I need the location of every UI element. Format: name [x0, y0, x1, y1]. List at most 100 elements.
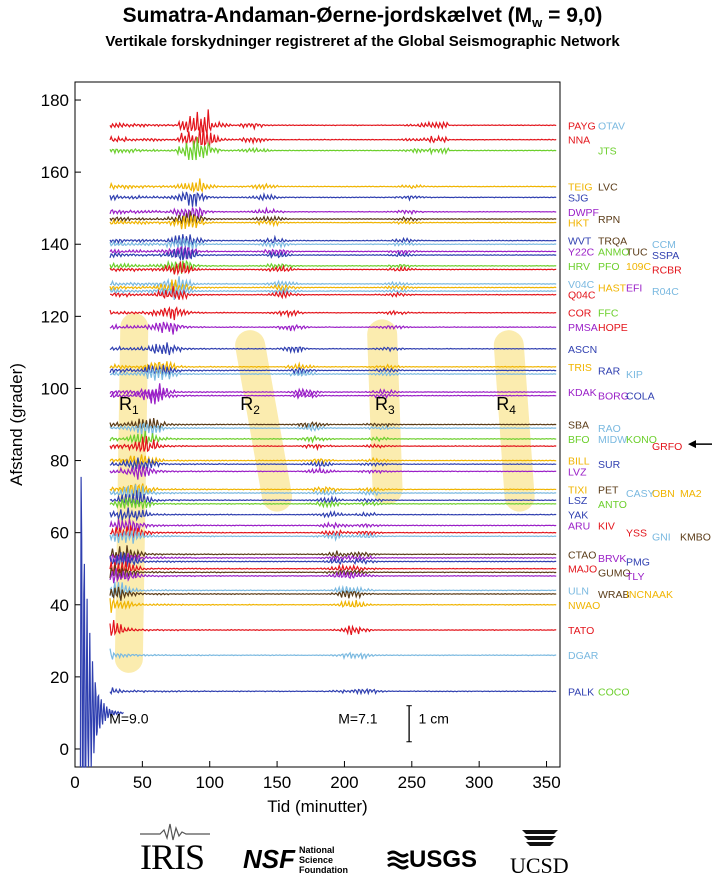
waveform-trace	[109, 530, 557, 544]
y-tick-label: 20	[50, 668, 69, 687]
station-label: GNI	[652, 531, 671, 543]
station-label: RPN	[598, 214, 620, 226]
station-label: CASY	[626, 488, 655, 500]
station-label: KDAK	[568, 387, 597, 399]
surface-wave-subscript: 2	[253, 403, 260, 417]
station-label: R04C	[652, 286, 679, 298]
station-label: FFC	[598, 308, 619, 320]
waveform-trace	[109, 581, 557, 598]
mainshock-trace	[79, 476, 124, 768]
station-label: CTAO	[568, 549, 596, 561]
y-tick-label: 60	[50, 524, 69, 543]
y-tick-label: 120	[41, 307, 69, 326]
waveform-trace	[109, 496, 557, 509]
station-label: YAK	[568, 510, 588, 522]
waveform-trace	[109, 383, 557, 400]
waveform-trace	[109, 561, 557, 575]
x-tick-label: 300	[465, 773, 493, 792]
waveform-trace	[109, 568, 557, 584]
waveform-trace	[109, 124, 557, 148]
station-label: PET	[598, 484, 619, 496]
station-label: TRQA	[598, 236, 627, 248]
y-tick-label: 160	[41, 163, 69, 182]
y-tick-label: 100	[41, 379, 69, 398]
station-label: COLA	[626, 391, 655, 403]
waveform-trace	[109, 206, 557, 220]
station-label: NNA	[568, 135, 590, 147]
station-label: EFI	[626, 283, 642, 295]
grfo-arrow-icon	[688, 440, 696, 449]
station-label: SUR	[598, 459, 621, 471]
waveform-trace	[109, 261, 557, 276]
y-tick-label: 0	[60, 740, 69, 759]
station-label: 109C	[626, 261, 652, 273]
station-label: KIP	[626, 369, 643, 381]
annotation-m90: M=9.0	[109, 711, 149, 727]
station-label: TIXI	[568, 484, 587, 496]
waveform-trace	[109, 245, 557, 260]
station-label: PAYG	[568, 120, 596, 132]
seismogram-chart: 0 20 40 60 80 100 120 140 160 180 0 50 100 150 200 250 3…	[7, 81, 712, 816]
station-label: PALK	[568, 686, 594, 698]
chart-subtitle: Vertikale forskydninger registreret af t…	[105, 33, 620, 50]
station-label: BRVK	[598, 553, 626, 565]
waveform-trace	[109, 190, 557, 207]
waveform-trace	[109, 525, 557, 539]
station-label: SJG	[568, 192, 588, 204]
waveform-trace	[109, 360, 557, 374]
waveform-trace	[109, 109, 557, 134]
station-label: COCO	[598, 686, 630, 698]
y-tick-label: 180	[41, 91, 69, 110]
station-label: MA2	[680, 488, 702, 500]
waveform-trace	[109, 552, 557, 568]
station-label: ANMO	[598, 246, 630, 258]
station-label: TRIS	[568, 362, 592, 374]
station-label: TLY	[626, 571, 644, 583]
waveform-trace	[109, 490, 557, 508]
station-label: COR	[568, 308, 592, 320]
station-label: WRAB	[598, 589, 630, 601]
surface-wave-subscript: 1	[132, 403, 139, 417]
usgs-logo: USGS	[387, 846, 477, 874]
station-label: TATO	[568, 625, 594, 637]
waveform-trace	[109, 436, 557, 453]
station-label: PMSA	[568, 322, 598, 334]
x-tick-label: 250	[398, 773, 426, 792]
x-axis-label: Tid (minutter)	[267, 797, 367, 816]
waveform-trace	[109, 545, 557, 561]
x-tick-label: 350	[532, 773, 560, 792]
waveform-trace	[109, 463, 557, 480]
station-label: NWAO	[568, 600, 600, 612]
waveform-trace	[109, 620, 557, 636]
station-label: TUC	[626, 246, 648, 258]
station-label: LSZ	[568, 495, 588, 507]
waveform-trace	[109, 687, 557, 696]
station-label: YSS	[626, 528, 647, 540]
station-label: RAO	[598, 423, 621, 435]
station-label: OBN	[652, 488, 675, 500]
waveform-trace	[109, 247, 557, 262]
plot-frame	[74, 81, 561, 768]
waveform-trace	[110, 285, 557, 301]
station-label: PMG	[626, 557, 650, 569]
station-label: WVT	[568, 236, 592, 248]
waveform-trace	[109, 552, 557, 567]
surface-wave-subscript: 4	[509, 403, 516, 417]
waveform-trace	[109, 586, 557, 601]
station-label: Y22C	[568, 246, 595, 258]
waveform-trace	[109, 430, 557, 446]
station-label: ASCN	[568, 344, 597, 356]
surface-wave-band	[235, 330, 293, 512]
station-label: DGAR	[568, 650, 599, 662]
x-tick-label: 50	[133, 773, 152, 792]
station-label: JTS	[598, 146, 617, 158]
station-label: GRFO	[652, 441, 682, 453]
station-label: SBA	[568, 420, 589, 432]
waveform-trace	[109, 507, 557, 522]
waveform-trace	[110, 368, 557, 381]
y-axis-label: Afstand (grader)	[7, 363, 26, 486]
iris-logo: IRIS	[140, 820, 210, 878]
station-label: LVZ	[568, 466, 587, 478]
station-label: TEIG	[568, 182, 593, 194]
station-label: BORG	[598, 391, 629, 403]
